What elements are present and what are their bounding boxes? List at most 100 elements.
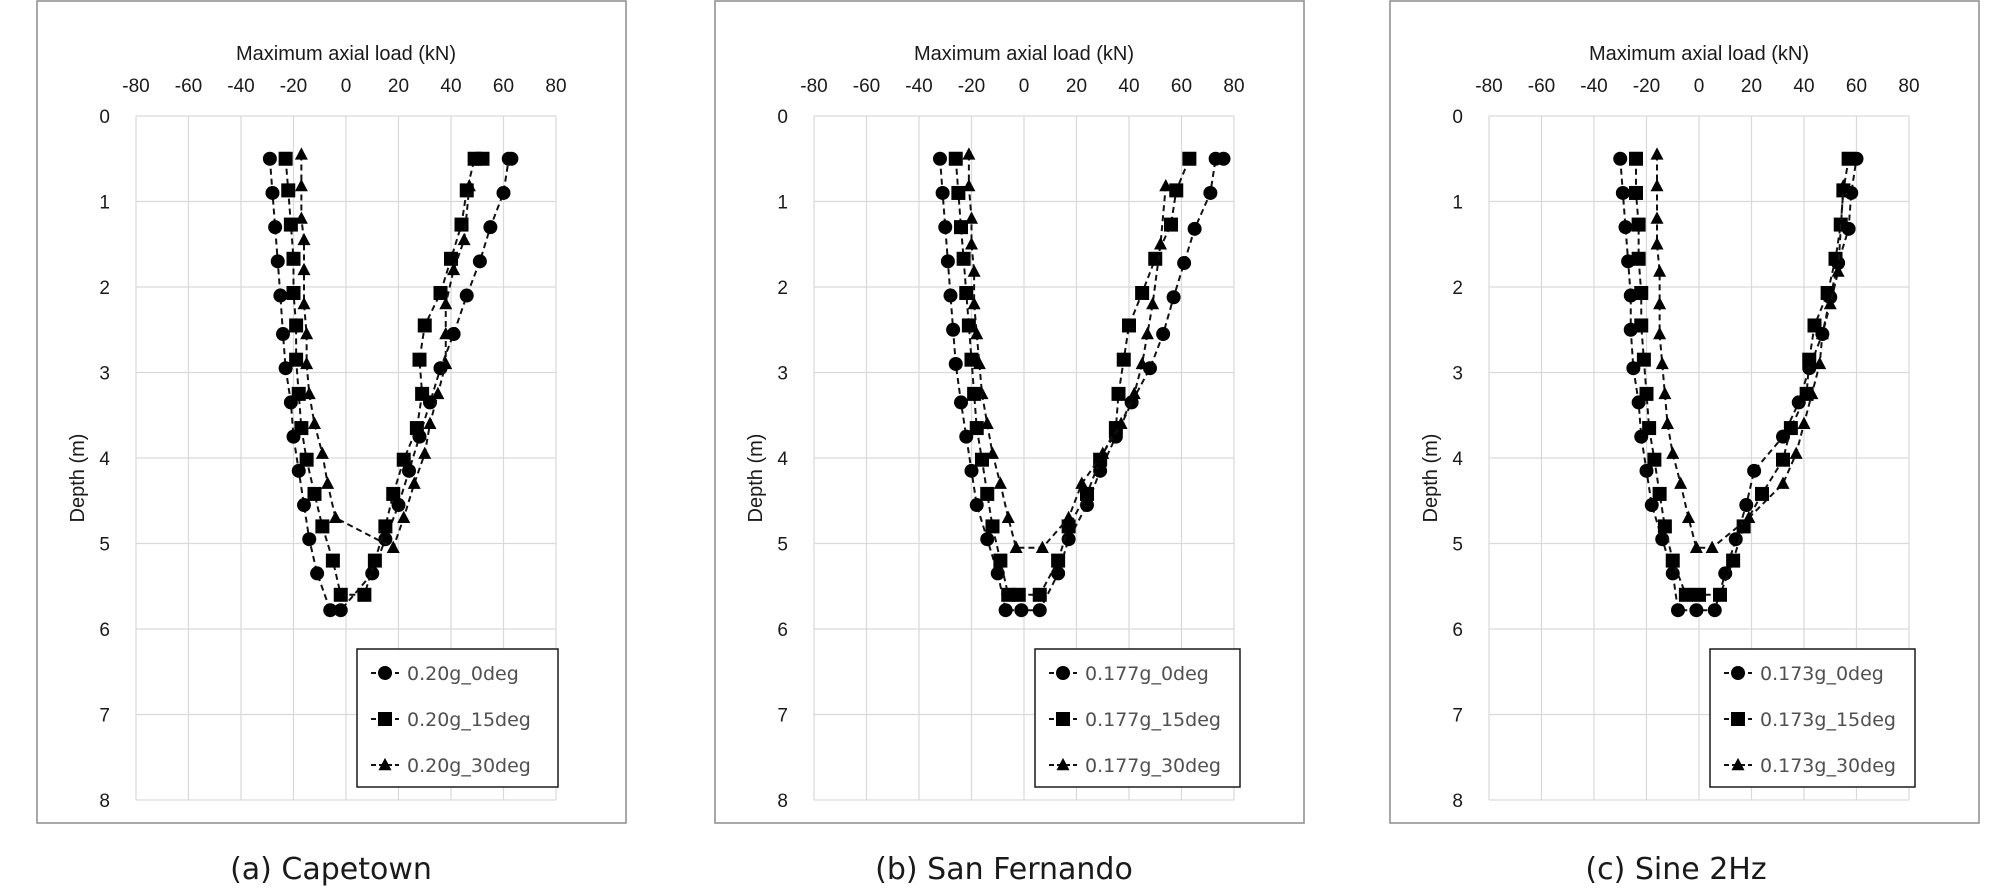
data-point-circle <box>391 498 406 513</box>
data-point-circle <box>948 356 963 371</box>
data-point-square <box>975 452 989 467</box>
data-point-circle <box>1639 463 1654 478</box>
data-point-triangle <box>993 476 1007 489</box>
data-point-circle <box>276 327 290 342</box>
data-point-square <box>1731 712 1745 726</box>
chart-svg: -80 -60 -40 -20 0 20 40 60 80 0 1 2 3 4 5 6 7 8 Maximum ax… <box>36 0 627 824</box>
data-point-square <box>291 386 306 401</box>
data-point-circle <box>954 395 968 410</box>
x-tick-label: -20 <box>280 76 307 97</box>
series-square <box>278 151 490 602</box>
data-point-triangle <box>1650 147 1664 160</box>
data-point-square <box>1634 318 1649 333</box>
y-tick-label: 7 <box>777 706 788 727</box>
data-point-square <box>396 452 411 467</box>
data-point-circle <box>980 532 995 547</box>
data-point-circle <box>496 185 511 200</box>
data-point-square <box>980 486 995 501</box>
data-point-square <box>286 251 301 266</box>
x-tick-label: 0 <box>1694 76 1705 97</box>
data-point-triangle <box>407 476 421 489</box>
data-point-square <box>1135 285 1150 300</box>
data-point-circle <box>946 322 961 337</box>
data-point-circle <box>1051 566 1066 581</box>
data-point-triangle <box>1146 296 1160 310</box>
data-point-square <box>1634 285 1649 300</box>
data-point-square <box>409 421 424 436</box>
x-tick-label: 60 <box>1846 76 1867 97</box>
x-tick-label: -40 <box>227 76 254 97</box>
data-point-square <box>286 285 301 300</box>
y-tick-label: 4 <box>1452 449 1463 470</box>
data-point-circle <box>1177 256 1192 271</box>
x-axis-title: Maximum axial load (kN) <box>236 43 456 65</box>
data-point-square <box>954 220 968 235</box>
y-tick-label: 3 <box>99 364 110 385</box>
data-point-circle <box>1203 185 1218 200</box>
data-point-square <box>1032 587 1047 602</box>
data-point-square <box>1807 318 1822 333</box>
data-point-circle <box>1014 603 1029 618</box>
data-point-circle <box>1671 603 1685 618</box>
data-point-triangle <box>447 262 461 276</box>
data-point-circle <box>268 220 283 235</box>
data-point-circle <box>262 151 277 166</box>
data-point-triangle <box>986 446 999 459</box>
y-tick-label: 1 <box>99 193 110 214</box>
data-point-triangle <box>297 232 311 246</box>
series-triangle <box>962 147 1173 553</box>
x-tick-label: 60 <box>493 76 514 97</box>
y-tick-label: 5 <box>99 535 110 556</box>
data-point-circle <box>1655 532 1670 547</box>
data-point-square <box>1678 587 1693 602</box>
x-tick-label: -60 <box>853 76 880 97</box>
data-point-circle <box>1143 361 1157 376</box>
data-point-circle <box>1739 498 1754 513</box>
legend-label: 0.20g_0deg <box>407 663 519 685</box>
data-point-triangle <box>462 178 476 192</box>
data-point-triangle <box>302 386 316 400</box>
x-tick-label: 20 <box>388 76 409 97</box>
series-square <box>948 151 1197 602</box>
data-point-triangle <box>1135 356 1149 370</box>
y-tick-label: 8 <box>1452 791 1463 812</box>
data-point-triangle <box>1056 757 1070 771</box>
x-axis-title: Maximum axial load (kN) <box>914 43 1134 65</box>
data-point-triangle <box>1154 237 1167 250</box>
legend-label: 0.173g_15deg <box>1760 709 1896 731</box>
data-point-circle <box>1644 498 1659 513</box>
data-point-square <box>961 318 976 333</box>
x-tick-label: -20 <box>1633 76 1660 97</box>
data-point-square <box>969 421 984 436</box>
y-tick-label: 1 <box>777 193 788 214</box>
data-point-triangle <box>1742 510 1756 524</box>
data-point-square <box>1652 486 1667 501</box>
legend: 0.173g_0deg 0.173g_15deg 0.173g_30deg <box>1709 648 1916 788</box>
x-tick-label: 80 <box>1898 76 1919 97</box>
legend-label: 0.177g_15deg <box>1085 709 1221 731</box>
data-point-square <box>1629 185 1643 200</box>
data-point-square <box>378 519 393 534</box>
data-point-circle <box>1166 290 1181 305</box>
data-point-triangle <box>300 356 314 370</box>
x-tick-label: 40 <box>440 76 461 97</box>
data-point-triangle <box>1062 510 1076 524</box>
data-point-square <box>444 251 458 266</box>
data-point-circle <box>943 288 958 303</box>
data-point-circle <box>1216 151 1231 166</box>
data-point-triangle <box>300 326 314 340</box>
chart-panel-capetown: -80 -60 -40 -20 0 20 40 60 80 0 1 2 3 4 5 6 7 8 Maximum ax… <box>36 0 627 826</box>
data-point-square <box>948 151 963 166</box>
x-tick-label: 80 <box>545 76 566 97</box>
data-point-circle <box>1056 666 1070 680</box>
data-point-triangle <box>975 386 989 400</box>
y-axis-title: Depth (m) <box>67 434 89 523</box>
series-circle <box>933 151 1231 618</box>
data-point-triangle <box>967 264 981 277</box>
y-tick-label: 5 <box>777 535 788 556</box>
data-point-circle <box>265 185 280 200</box>
data-point-triangle <box>1653 296 1667 310</box>
data-point-square <box>367 553 382 568</box>
data-point-circle <box>1747 463 1762 478</box>
data-point-triangle <box>1813 356 1827 370</box>
